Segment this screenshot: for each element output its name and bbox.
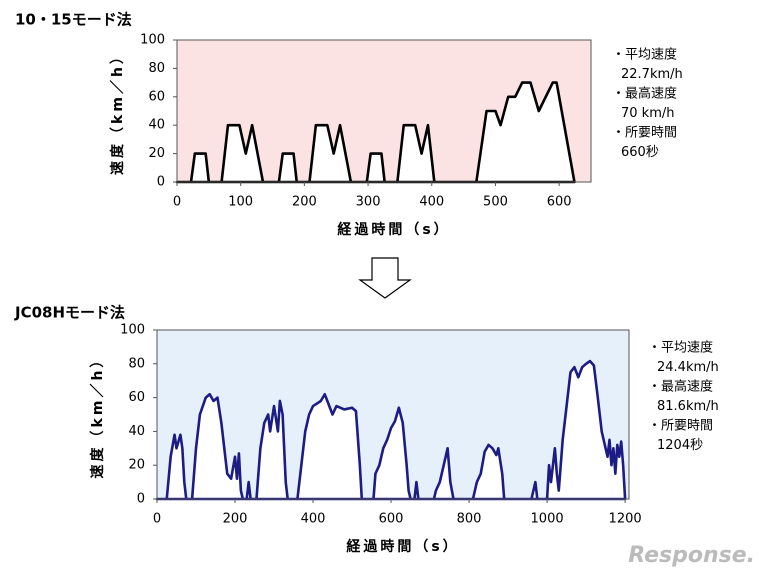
x-tick-label: 100 (228, 195, 253, 210)
x-tick-label: 800 (457, 512, 482, 527)
x-tick-label: 400 (301, 512, 326, 527)
x-tick-label: 600 (379, 512, 404, 527)
arrow (358, 257, 412, 299)
speed-line (175, 81, 576, 184)
y-tick-label: 20 (148, 146, 165, 161)
stat-text: ・所要時間 (648, 419, 713, 434)
x-axis-label: 経過時間（s） (337, 221, 450, 238)
y-tick-label: 40 (148, 118, 165, 133)
y-tick-label: 60 (148, 89, 165, 104)
x-tick-label: 300 (356, 195, 381, 210)
y-tick-label: 20 (128, 458, 145, 473)
stat-text: 81.6km/h (657, 399, 719, 414)
stat-text: 24.4km/h (657, 360, 719, 375)
stat-text: 22.7km/h (621, 67, 683, 82)
x-tick-label: 600 (547, 195, 572, 210)
y-tick-label: 40 (128, 424, 145, 439)
x-tick-label: 0 (173, 195, 181, 210)
x-tick-label: 1000 (531, 512, 564, 527)
chart-title: JC08Hモード法 (14, 304, 125, 322)
y-tick-label: 100 (140, 33, 165, 48)
stat-text: ・所要時間 (612, 126, 677, 141)
stat-text: 70 km/h (621, 106, 675, 121)
plot-frame (176, 39, 592, 183)
y-axis-label: 速度（km／h） (89, 351, 106, 479)
x-tick-label: 1200 (609, 512, 642, 527)
x-tick-label: 0 (153, 512, 161, 527)
stat-text: ・平均速度 (648, 340, 713, 356)
stat-text: ・最高速度 (612, 86, 677, 102)
plot-frame (156, 329, 630, 500)
y-tick-label: 100 (120, 323, 145, 338)
y-tick-label: 80 (128, 356, 145, 371)
y-tick-label: 0 (157, 175, 165, 190)
stat-text: 1204秒 (657, 438, 703, 453)
stat-text: 660秒 (621, 145, 659, 160)
x-tick-label: 200 (292, 195, 317, 210)
x-tick-label: 200 (223, 512, 248, 527)
y-tick-label: 80 (148, 61, 165, 76)
speed-line (155, 359, 627, 501)
x-tick-label: 400 (419, 195, 444, 210)
stat-text: ・平均速度 (612, 47, 677, 63)
chart-title: 10・15モード法 (15, 11, 132, 29)
y-axis-label: 速度（km／h） (109, 47, 126, 175)
stat-text: ・最高速度 (648, 379, 713, 395)
y-tick-label: 0 (137, 492, 145, 507)
y-tick-label: 60 (128, 390, 145, 405)
watermark: Response. (628, 543, 755, 568)
x-axis-label: 経過時間（s） (346, 538, 459, 555)
x-tick-label: 500 (483, 195, 508, 210)
